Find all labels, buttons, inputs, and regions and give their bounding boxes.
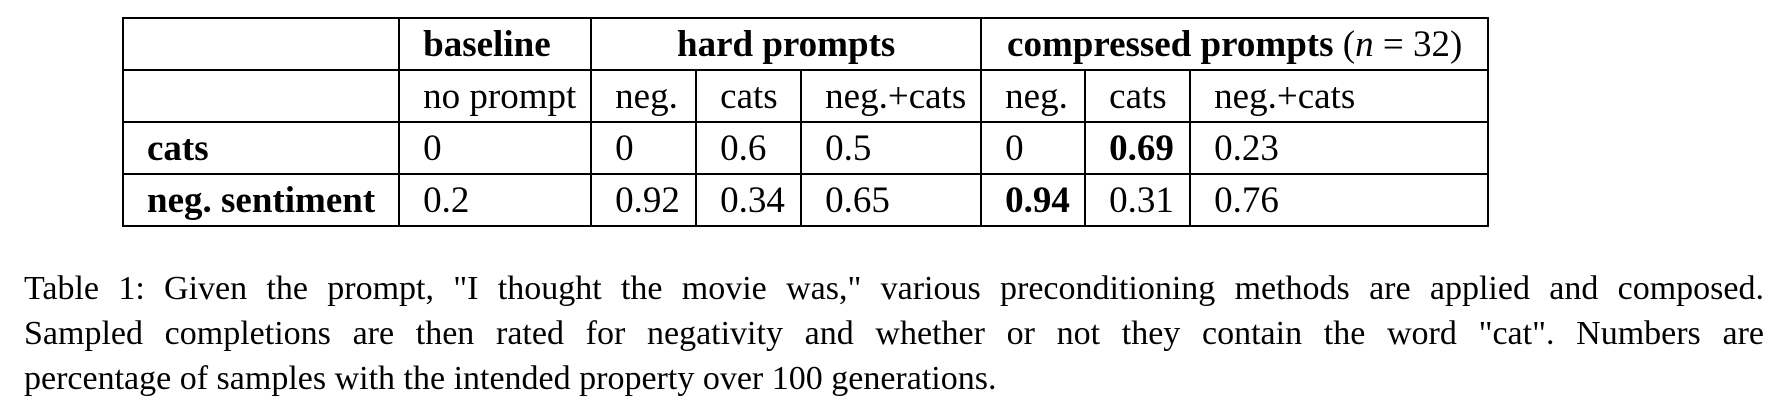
cell-neg-hard-neg-cats: 0.65 xyxy=(800,173,983,227)
n-close-paren: ) xyxy=(1449,23,1463,65)
table-row-cats: cats 0 0 0.6 0.5 0 0.69 0.23 xyxy=(121,121,1490,175)
cell-cats-no-prompt: 0 xyxy=(398,121,593,175)
group-header-row: baseline hard prompts compressed prompts… xyxy=(121,17,1490,71)
cell-cats-hard-neg-cats: 0.5 xyxy=(800,121,983,175)
subheader-row: no prompt neg. cats neg.+cats neg. cats … xyxy=(121,69,1490,123)
subheader-compressed-neg: neg. xyxy=(980,69,1087,123)
results-table: baseline hard prompts compressed prompts… xyxy=(121,17,1490,227)
compressed-prompts-label: compressed prompts xyxy=(1007,23,1334,65)
row-label-cats: cats xyxy=(121,121,401,175)
row-label-neg-sentiment: neg. sentiment xyxy=(121,173,401,227)
cell-neg-hard-cats: 0.34 xyxy=(695,173,803,227)
subheader-compressed-cats: cats xyxy=(1084,69,1192,123)
caption-line-1: Table 1: Given the prompt, "I thought th… xyxy=(24,270,1764,307)
cell-cats-compressed-cats: 0.69 xyxy=(1084,121,1192,175)
cell-neg-no-prompt: 0.2 xyxy=(398,173,593,227)
caption-line-3: percentage of samples with the intended … xyxy=(24,360,997,397)
subheader-hard-neg: neg. xyxy=(590,69,698,123)
cell-neg-hard-neg: 0.92 xyxy=(590,173,698,227)
cell-cats-compressed-neg: 0 xyxy=(980,121,1087,175)
empty-label-cell xyxy=(121,69,401,123)
n-value: 32 xyxy=(1412,23,1450,65)
group-header-compressed-prompts: compressed prompts (n = 32) xyxy=(980,17,1490,71)
n-equals: = xyxy=(1373,23,1413,65)
table-row-neg-sentiment: neg. sentiment 0.2 0.92 0.34 0.65 0.94 0… xyxy=(121,173,1490,227)
subheader-hard-neg-cats: neg.+cats xyxy=(800,69,983,123)
subheader-compressed-neg-cats: neg.+cats xyxy=(1189,69,1490,123)
subheader-hard-cats: cats xyxy=(695,69,803,123)
cell-neg-compressed-cats: 0.31 xyxy=(1084,173,1192,227)
n-open-paren: ( xyxy=(1342,23,1356,65)
table-caption: Table 1: Given the prompt, "I thought th… xyxy=(24,266,1764,401)
cell-neg-compressed-neg: 0.94 xyxy=(980,173,1087,227)
cell-neg-compressed-neg-cats: 0.76 xyxy=(1189,173,1490,227)
cell-cats-compressed-neg-cats: 0.23 xyxy=(1189,121,1490,175)
cell-cats-hard-cats: 0.6 xyxy=(695,121,803,175)
group-header-hard-prompts: hard prompts xyxy=(590,17,983,71)
empty-corner-cell xyxy=(121,17,401,71)
n-variable: n xyxy=(1355,23,1374,65)
caption-line-2: Sampled completions are then rated for n… xyxy=(24,315,1764,352)
group-header-baseline: baseline xyxy=(398,17,593,71)
subheader-no-prompt: no prompt xyxy=(398,69,593,123)
cell-cats-hard-neg: 0 xyxy=(590,121,698,175)
